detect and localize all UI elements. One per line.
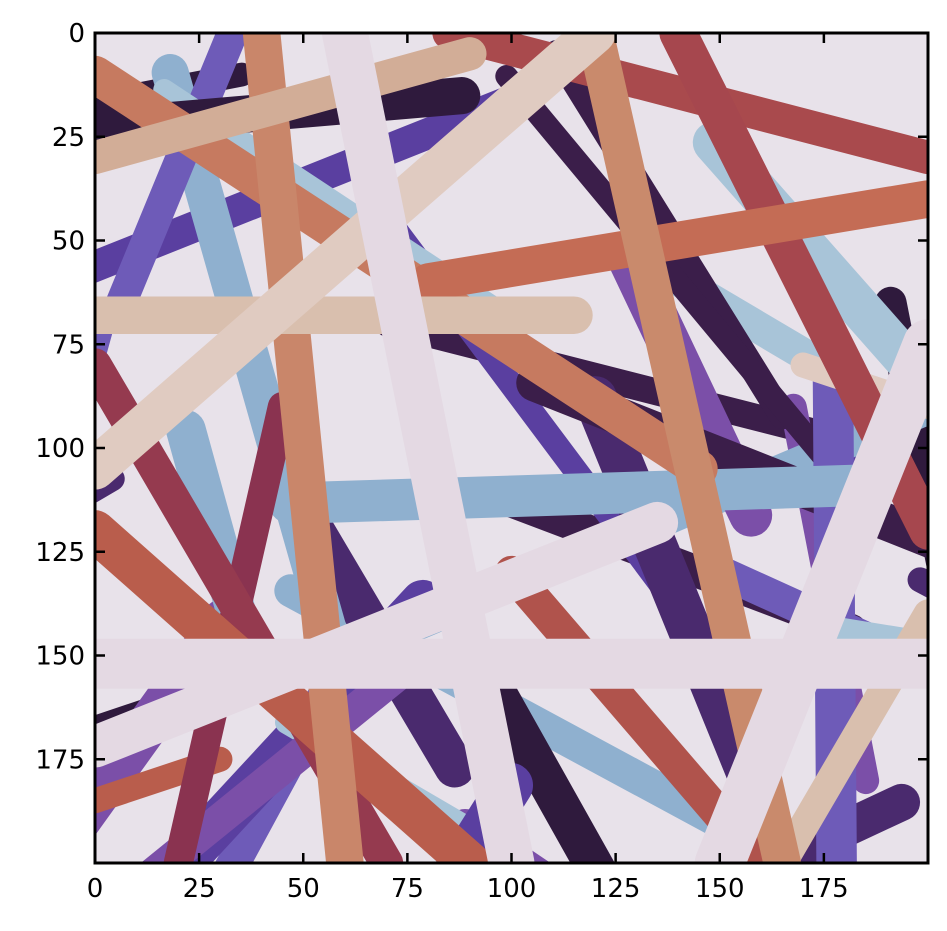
y-tick-label: 175 <box>35 745 85 775</box>
rod-mark <box>694 319 928 863</box>
background-fiber <box>105 33 248 320</box>
rods-layer <box>95 33 928 863</box>
rod-mark <box>321 33 535 863</box>
y-tick-label: 50 <box>52 227 85 257</box>
x-tick-label: 175 <box>799 874 849 904</box>
ticks-layer: 0 25 50 75 100 125 150 175 0 25 50 75 100 125 150 175 <box>35 19 928 904</box>
x-tick-label: 50 <box>287 874 320 904</box>
plot-frame <box>93 31 930 865</box>
rod-mark <box>95 33 616 490</box>
background-fiber <box>638 250 928 447</box>
x-tick-label: 125 <box>591 874 641 904</box>
y-tick-label: 150 <box>35 642 85 672</box>
background-fiber <box>269 464 878 525</box>
y-tick-label: 25 <box>52 123 85 153</box>
background-fiber <box>140 640 438 863</box>
plot-area <box>95 33 928 863</box>
rod-mark <box>95 510 491 863</box>
rod-mark <box>242 33 364 863</box>
y-tick-label: 0 <box>68 19 85 49</box>
rod-mark <box>409 180 928 301</box>
x-tick-label: 75 <box>391 874 424 904</box>
x-tick-label: 25 <box>183 874 216 904</box>
rod-mark <box>95 501 679 768</box>
y-tick-label: 125 <box>35 538 85 568</box>
rod-mark <box>95 37 487 175</box>
y-tick-label: 100 <box>35 434 85 464</box>
y-tick-label: 75 <box>52 330 85 360</box>
x-tick-label: 150 <box>695 874 745 904</box>
background-fiber <box>451 626 615 863</box>
x-tick-label: 100 <box>487 874 537 904</box>
x-tick-label: 0 <box>87 874 104 904</box>
